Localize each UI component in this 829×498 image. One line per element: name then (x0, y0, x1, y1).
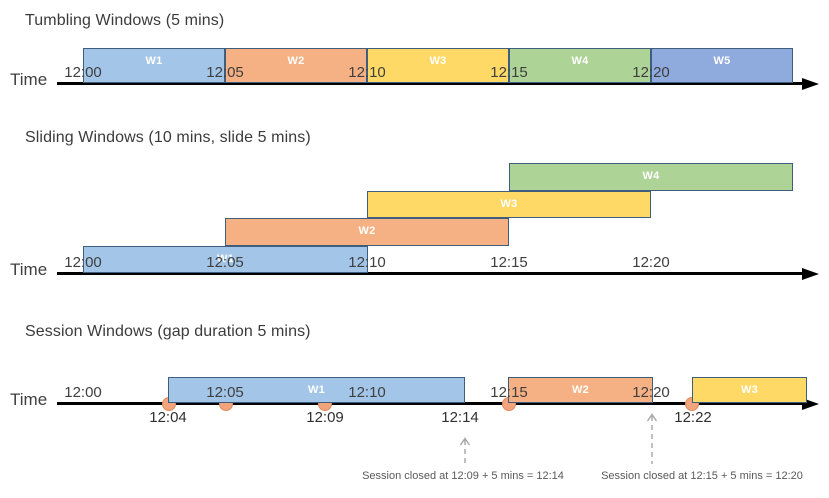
timeline-axis (57, 402, 804, 405)
annotation-arrow-icon (459, 437, 471, 469)
axis-arrowhead-icon (802, 268, 819, 280)
window-label: W1 (145, 55, 163, 67)
window-w1: W1 (83, 48, 225, 83)
session-close-annotation: Session closed at 12:09 + 5 mins = 12:14 (362, 470, 564, 482)
window-w3: W3 (692, 377, 807, 403)
window-label: W2 (287, 55, 305, 67)
axis-arrowhead-icon (802, 78, 819, 90)
section-title-session: Session Windows (gap duration 5 mins) (25, 323, 311, 340)
window-label: W3 (429, 55, 447, 67)
window-label: W3 (740, 384, 759, 396)
window-w2: W2 (508, 377, 653, 403)
time-axis-label: Time (10, 260, 48, 279)
tick-label: 12:20 (632, 254, 670, 271)
event-time-label: 12:09 (306, 409, 344, 426)
event-time-label: 12:04 (149, 409, 187, 426)
window-w5: W5 (651, 48, 793, 83)
tick-label: 12:15 (490, 64, 528, 81)
window-label: W1 (307, 384, 326, 396)
section-title-tumbling: Tumbling Windows (5 mins) (25, 12, 225, 29)
window-w2: W2 (225, 48, 367, 83)
window-label: W2 (571, 384, 590, 396)
tick-label: 12:05 (206, 254, 244, 271)
tick-label: 12:00 (64, 384, 102, 401)
event-time-label: 12:22 (674, 409, 712, 426)
time-axis-label: Time (10, 390, 48, 409)
event-time-label: 12:14 (441, 409, 479, 426)
window-w4: W4 (509, 163, 793, 191)
tick-label: 12:10 (348, 384, 386, 401)
window-label: W1 (216, 252, 235, 265)
tick-label: 12:05 (206, 384, 244, 401)
window-label: W4 (571, 55, 589, 67)
window-w3: W3 (367, 190, 651, 218)
section-title-sliding: Sliding Windows (10 mins, slide 5 mins) (25, 129, 311, 146)
window-label: W5 (713, 55, 731, 67)
tick-label: 12:10 (348, 254, 386, 271)
session-close-annotation: Session closed at 12:15 + 5 mins = 12:20 (601, 470, 803, 482)
window-w1: W1 (83, 245, 368, 273)
tick-label: 12:20 (632, 384, 670, 401)
window-label: W3 (500, 197, 518, 210)
tick-label: 12:05 (206, 64, 244, 81)
window-w3: W3 (367, 48, 509, 83)
tick-label: 12:00 (64, 64, 102, 81)
time-axis-label: Time (10, 70, 48, 89)
tick-label: 12:20 (632, 64, 670, 81)
timeline-axis (57, 82, 804, 85)
tick-label: 12:15 (490, 254, 528, 271)
timeline-axis (57, 272, 804, 275)
tick-label: 12:15 (490, 384, 528, 401)
tick-label: 12:00 (64, 254, 102, 271)
window-w4: W4 (509, 48, 651, 83)
window-label: W4 (642, 170, 660, 182)
annotation-arrow-icon (646, 413, 658, 469)
window-label: W2 (358, 225, 376, 237)
window-w1: W1 (168, 377, 465, 403)
tick-label: 12:10 (348, 64, 386, 81)
window-w2: W2 (225, 218, 509, 246)
